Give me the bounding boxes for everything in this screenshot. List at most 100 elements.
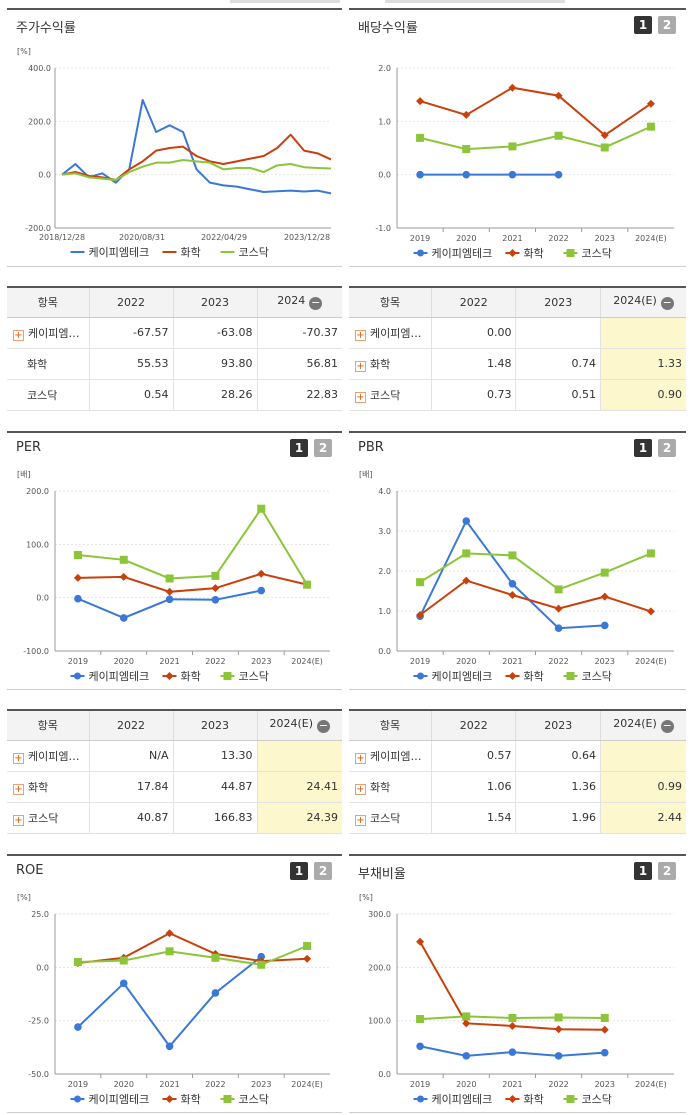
data-point: [646, 99, 655, 108]
row-label: + 케이피엠…: [349, 740, 432, 772]
x-tick-label: 2019: [410, 234, 430, 243]
expand-row-icon[interactable]: +: [13, 752, 24, 764]
chart-mode-2-button[interactable]: 2: [314, 439, 332, 457]
legend-label: 케이피엠테크: [89, 246, 150, 259]
x-tick-label: 2018/12/28: [39, 233, 85, 242]
chart-mode-1-button[interactable]: 1: [634, 862, 652, 880]
top-divider-left: [230, 0, 340, 3]
x-tick-label: 2020: [456, 657, 476, 666]
row-name: 코스닥: [370, 388, 401, 402]
data-point: [554, 604, 563, 613]
x-tick-label: 2024(E): [635, 657, 667, 666]
unit-label: [배]: [359, 470, 373, 479]
x-tick-label: 2021: [159, 657, 179, 666]
y-tick-label: -50.0: [28, 1070, 49, 1079]
row-name: 케이피엠…: [28, 749, 80, 763]
y-tick-label: -200.0: [25, 224, 51, 233]
row-name: 케이피엠…: [370, 326, 422, 340]
x-tick-label: 2024(E): [635, 1080, 667, 1089]
data-point: [508, 580, 517, 588]
series-line: [77, 955, 262, 1048]
collapse-column-icon[interactable]: −: [660, 296, 674, 311]
data-point: [74, 1023, 82, 1031]
data-point: [416, 97, 425, 106]
chart-mode-1-button[interactable]: 1: [634, 16, 652, 34]
y-tick-label: 100.0: [368, 1017, 391, 1026]
chart-mode-2-button[interactable]: 2: [658, 862, 676, 880]
expand-row-icon[interactable]: +: [355, 783, 366, 795]
x-tick-label: 2023/12/28: [284, 233, 330, 242]
expand-row-icon[interactable]: +: [355, 752, 366, 764]
row-label: + 화학: [349, 348, 432, 380]
chart-mode-2-button[interactable]: 2: [658, 439, 676, 457]
data-point: [462, 549, 471, 558]
column-header-label: 2022: [459, 295, 488, 309]
collapse-column-icon[interactable]: −: [309, 296, 323, 311]
table-row: + 케이피엠… 0.00: [349, 317, 686, 349]
y-tick-label: 200.0: [28, 117, 51, 126]
row-label: + 케이피엠…: [7, 740, 89, 772]
collapse-column-icon[interactable]: −: [660, 719, 674, 734]
column-header: 2024(E) −: [599, 287, 686, 318]
column-header: 2022: [88, 287, 173, 318]
data-point: [554, 1052, 563, 1060]
column-header-label: 항목: [379, 296, 401, 310]
collapse-column-icon[interactable]: −: [317, 719, 331, 734]
panel-title: 주가수익률: [16, 21, 76, 36]
legend-marker: [566, 249, 575, 257]
expand-row-icon[interactable]: +: [13, 814, 24, 826]
series-line: [419, 125, 652, 151]
column-header-label: 2023: [201, 718, 229, 732]
expand-row-icon[interactable]: +: [355, 360, 366, 372]
data-point: [462, 517, 471, 525]
table-cell: 0.73: [430, 379, 516, 411]
expand-row-icon[interactable]: +: [355, 391, 366, 403]
legend-label: 코스닥: [239, 670, 269, 683]
data-point: [165, 595, 174, 604]
chart-mode-2-button[interactable]: 2: [314, 862, 332, 880]
table-cell: -70.37: [256, 317, 342, 349]
data-point: [462, 1012, 471, 1021]
column-header: 2022: [430, 287, 516, 318]
y-tick-label: 0.0: [38, 171, 51, 180]
legend-label: 화학: [524, 247, 544, 260]
table-cell: 93.80: [172, 348, 257, 380]
series-line: [77, 945, 308, 966]
table-cell: [256, 740, 342, 772]
x-tick-label: 2021: [502, 234, 522, 243]
y-tick-label: 4.0: [378, 487, 391, 496]
data-point: [462, 145, 471, 154]
data-point: [119, 572, 128, 581]
legend-label: 코스닥: [582, 247, 612, 260]
expand-row-icon[interactable]: +: [13, 329, 24, 341]
expand-row-icon[interactable]: +: [355, 329, 366, 341]
expand-row-icon[interactable]: +: [355, 814, 366, 826]
row-label: 화학: [7, 348, 89, 380]
series-line: [61, 159, 332, 181]
data-point: [554, 131, 563, 140]
column-header: 2022: [88, 710, 173, 741]
x-tick-label: 2024(E): [291, 657, 323, 666]
data-point: [554, 170, 563, 179]
table-row: + 화학 1.06 1.36 0.99: [349, 771, 686, 803]
table-cell: 13.30: [172, 740, 257, 772]
column-header: 2024−: [256, 287, 342, 318]
y-tick-label: 200.0: [26, 487, 49, 496]
chart-mode-1-button[interactable]: 1: [634, 439, 652, 457]
y-tick-label: 0.0: [36, 963, 49, 972]
chart-mode-2-button[interactable]: 2: [658, 16, 676, 34]
data-point: [73, 551, 82, 559]
data-point: [303, 580, 312, 589]
table-cell: 56.81: [256, 348, 342, 380]
chart-mode-1-button[interactable]: 1: [290, 862, 308, 880]
column-header-label: 2022: [459, 718, 488, 732]
data-point: [508, 1022, 517, 1030]
x-tick-label: 2022: [548, 234, 568, 243]
x-tick-label: 2023: [595, 657, 615, 666]
x-tick-label: 2021: [502, 1080, 522, 1089]
chart-mode-1-button[interactable]: 1: [290, 439, 308, 457]
table-cell: 0.64: [515, 740, 601, 772]
legend-marker: [165, 1095, 174, 1103]
expand-row-icon[interactable]: +: [13, 783, 24, 795]
data-point: [165, 587, 174, 596]
